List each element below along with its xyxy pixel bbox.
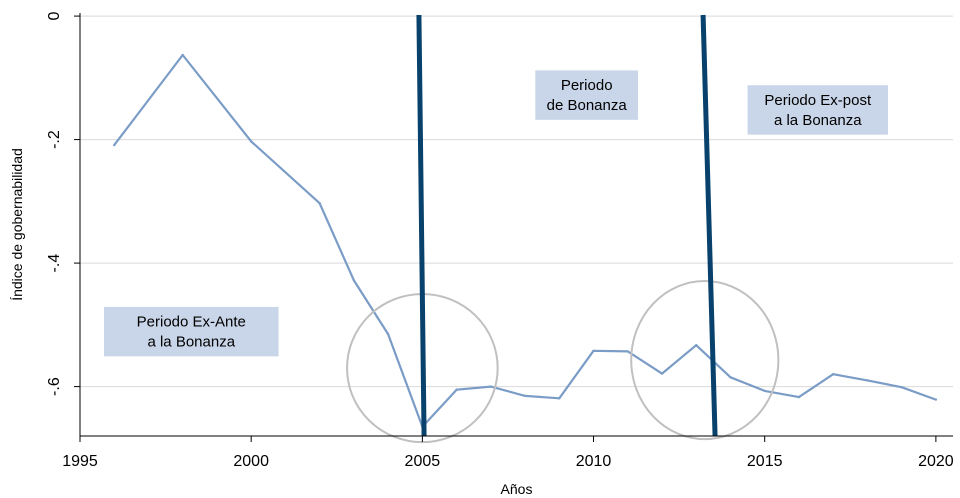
annotation-background (103, 306, 279, 357)
annotation-box: Periodo Ex-Ante a la Bonanza (103, 306, 279, 357)
data-point (797, 395, 801, 399)
annotation-box: Periodo Ex-post a la Bonanza (747, 85, 888, 135)
annotations: Periodo de Bonanza Periodo Ex-post a la Bon… (103, 70, 888, 357)
y-tick-label: -.6 (46, 377, 63, 396)
x-tick-label: 2000 (233, 453, 269, 470)
x-tick-label: 1995 (62, 453, 98, 470)
data-point (831, 373, 835, 376)
annotation-text: Periodo (561, 77, 613, 94)
data-point (660, 372, 664, 375)
data-point (592, 349, 595, 352)
data-point (181, 53, 184, 57)
x-tick-label: 2015 (747, 453, 783, 470)
y-axis-title: Índice de gobernabilidad (9, 148, 25, 301)
data-point (729, 376, 732, 379)
data-point (934, 398, 938, 401)
overlays (346, 14, 780, 444)
y-tick-label: -.2 (46, 130, 63, 149)
data-point (352, 279, 356, 282)
annotation-text: Periodo Ex-post (764, 92, 872, 109)
data-point (455, 388, 458, 391)
data-point (249, 140, 253, 143)
data-point (763, 389, 766, 393)
data-point (626, 350, 629, 353)
y-tick-label: -.4 (46, 254, 63, 273)
data-point (558, 397, 561, 400)
annotation-background (535, 70, 639, 120)
data-point (318, 201, 321, 205)
x-tick-label: 2010 (576, 453, 612, 470)
axes: 1995 2000 2005 2010 2015 2020 0 -.2 -.4 -.6 (46, 12, 954, 470)
period-boundary-line (416, 14, 427, 437)
annotation-text: a la Bonanza (774, 112, 862, 129)
data-point (695, 344, 698, 347)
data-point (900, 386, 903, 389)
data-point (386, 332, 390, 336)
annotation-text: Periodo Ex-Ante (137, 314, 246, 331)
highlight-circle (630, 280, 780, 441)
data-point (113, 143, 116, 147)
data-point (866, 379, 869, 382)
data-point (489, 385, 493, 388)
data-line (113, 53, 937, 428)
annotation-text: de Bonanza (547, 97, 628, 114)
period-boundary-line (700, 14, 718, 437)
x-tick-label: 2005 (405, 453, 441, 470)
x-axis-title: Años (501, 481, 533, 497)
x-tick-label: 2020 (918, 453, 954, 470)
grid (80, 15, 953, 388)
y-tick-label: 0 (46, 12, 63, 21)
annotation-text: a la Bonanza (147, 334, 235, 351)
data-point (523, 394, 527, 398)
annotation-box: Periodo de Bonanza (535, 70, 639, 120)
annotation-background (747, 85, 888, 135)
